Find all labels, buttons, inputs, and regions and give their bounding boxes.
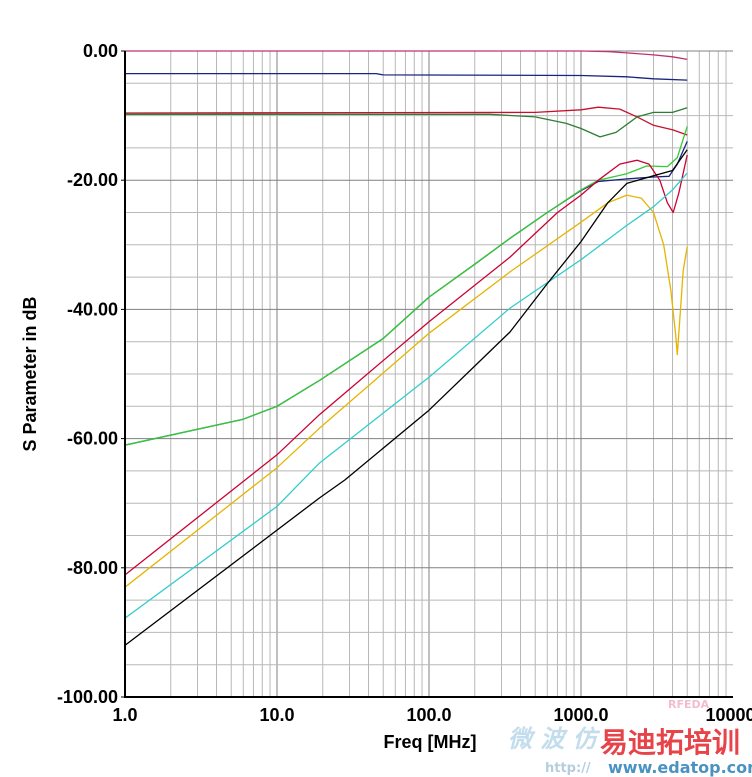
x-tick-labels: 1.0 10.0 100.0 1000.0 10000. (112, 705, 752, 725)
y-tick-label: -60.00 (67, 429, 118, 449)
trace-green (124, 126, 688, 446)
x-tick-label: 100.0 (406, 705, 451, 725)
y-tick-labels: 0.00 -20.00 -40.00 -60.00 -80.00 -100.00 (57, 41, 125, 707)
y-tick-label: -20.00 (67, 170, 118, 190)
x-tick-label: 1000.0 (553, 705, 608, 725)
y-tick-label: 0.00 (83, 41, 118, 61)
trace-navy-coupling (124, 141, 688, 446)
y-tick-label: -40.00 (67, 299, 118, 319)
watermark-brand: 易迪拓培训 (600, 726, 740, 759)
trace-red-s21 (124, 154, 688, 576)
x-tick-label: 1.0 (112, 705, 137, 725)
trace-navy-top (125, 72, 688, 81)
trace-black (124, 149, 688, 646)
grid (124, 50, 733, 698)
y-tick-label: -80.00 (67, 558, 118, 578)
watermark-forum: 微 波 仿 (508, 725, 601, 753)
x-tick-label: 10000. (705, 705, 752, 725)
y-tick-label: -100.00 (57, 687, 118, 707)
watermark: RFEDA 微 波 仿 易迪拓培训 http:// www.edatop.com (508, 698, 752, 777)
watermark-prefix: http:// (545, 761, 591, 776)
axes (124, 51, 733, 698)
x-tick-label: 10.0 (259, 705, 294, 725)
trace-darkgreen (125, 107, 688, 138)
trace-orange (124, 194, 688, 588)
watermark-url: www.edatop.com (608, 758, 752, 777)
traces (124, 50, 688, 646)
y-axis-title: S Parameter in dB (20, 296, 40, 451)
trace-magenta (125, 50, 688, 61)
watermark-small: RFEDA (668, 698, 710, 711)
x-axis-title: Freq [MHz] (384, 732, 477, 752)
trace-cyan (124, 172, 688, 619)
trace-red-top (124, 106, 688, 136)
